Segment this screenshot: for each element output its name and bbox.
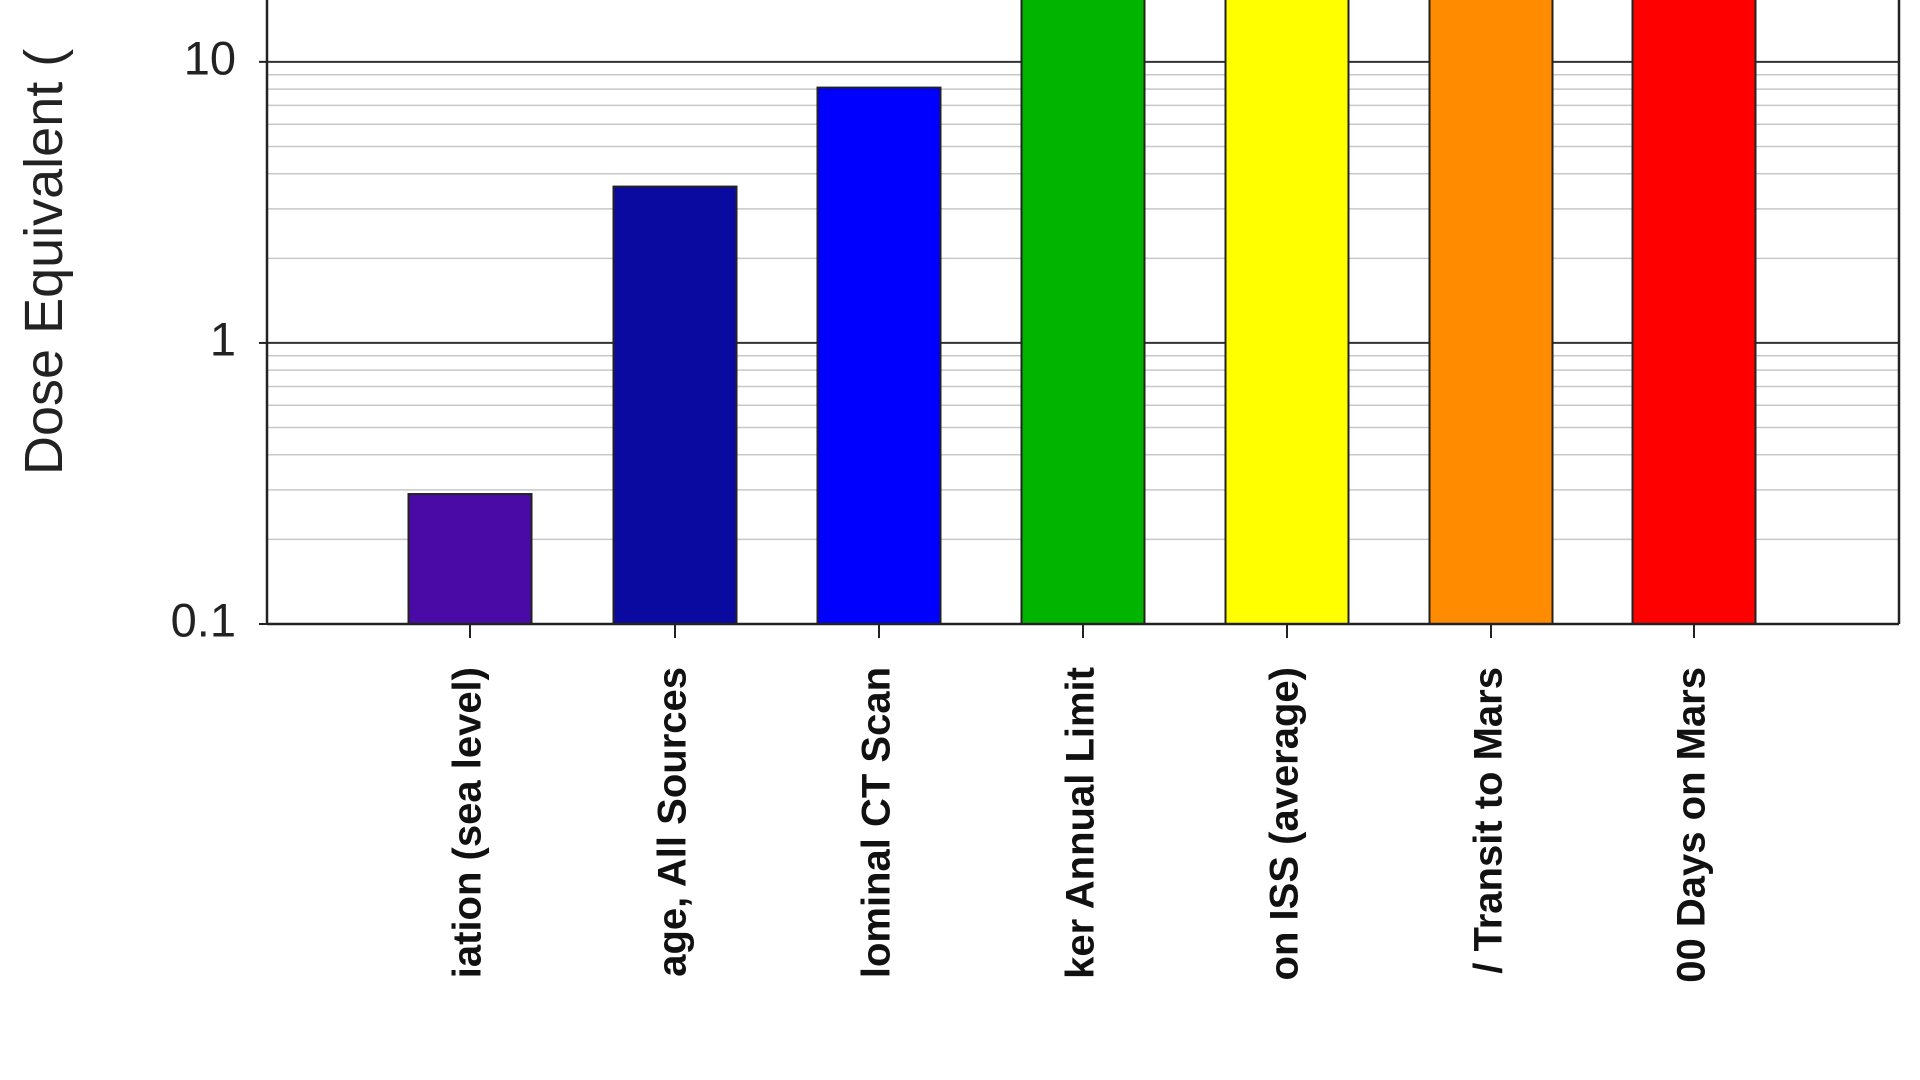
x-tick-label: iation (sea level) — [446, 667, 490, 978]
bars — [407, 0, 1757, 624]
x-tick-label: 00 Days on Mars — [1670, 667, 1714, 983]
y-axis-label: Dose Equivalent ( — [14, 49, 74, 475]
y-tick-label: 10 — [184, 31, 236, 84]
bar — [612, 185, 738, 624]
bar — [1428, 0, 1554, 624]
x-tick-label: on ISS (average) — [1263, 667, 1307, 980]
x-tick-label: ker Annual Limit — [1059, 667, 1103, 979]
bar — [1020, 0, 1146, 624]
bar — [816, 86, 942, 624]
x-tick-label: age, All Sources — [651, 667, 695, 977]
y-tick-label: 0.1 — [171, 593, 236, 646]
y-tick-label: 1 — [210, 312, 236, 365]
bar — [1224, 0, 1350, 624]
x-tick-label: / Transit to Mars — [1467, 667, 1511, 974]
bar — [1631, 0, 1757, 624]
bar — [407, 493, 533, 624]
x-tick-label: lominal CT Scan — [855, 667, 899, 978]
